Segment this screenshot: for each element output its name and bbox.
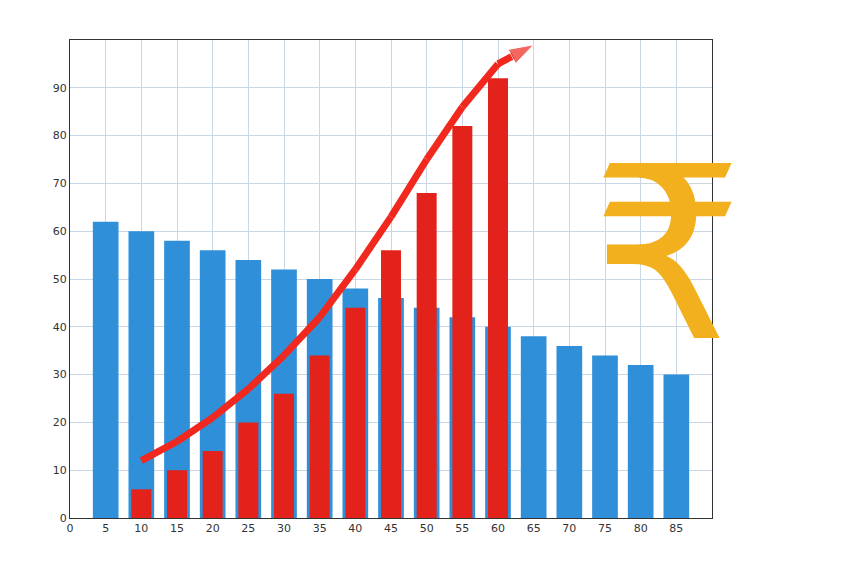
svg-text:30: 30 [53,368,67,381]
svg-text:60: 60 [491,522,505,535]
svg-text:20: 20 [206,522,220,535]
svg-text:45: 45 [384,522,398,535]
svg-text:20: 20 [53,416,67,429]
svg-text:15: 15 [170,522,184,535]
svg-text:₹: ₹ [591,115,744,395]
svg-text:60: 60 [53,225,67,238]
svg-text:80: 80 [634,522,648,535]
svg-text:40: 40 [348,522,362,535]
svg-text:75: 75 [598,522,612,535]
svg-text:90: 90 [53,82,67,95]
svg-text:85: 85 [669,522,683,535]
svg-text:65: 65 [527,522,541,535]
svg-text:25: 25 [241,522,255,535]
svg-text:35: 35 [313,522,327,535]
svg-text:0: 0 [60,512,67,525]
svg-text:5: 5 [102,522,109,535]
svg-text:70: 70 [53,177,67,190]
svg-text:10: 10 [134,522,148,535]
svg-text:0: 0 [67,522,74,535]
svg-text:50: 50 [53,273,67,286]
svg-text:80: 80 [53,129,67,142]
svg-text:40: 40 [53,321,67,334]
svg-text:30: 30 [277,522,291,535]
svg-text:50: 50 [420,522,434,535]
svg-text:70: 70 [562,522,576,535]
svg-text:10: 10 [53,464,67,477]
svg-text:55: 55 [455,522,469,535]
